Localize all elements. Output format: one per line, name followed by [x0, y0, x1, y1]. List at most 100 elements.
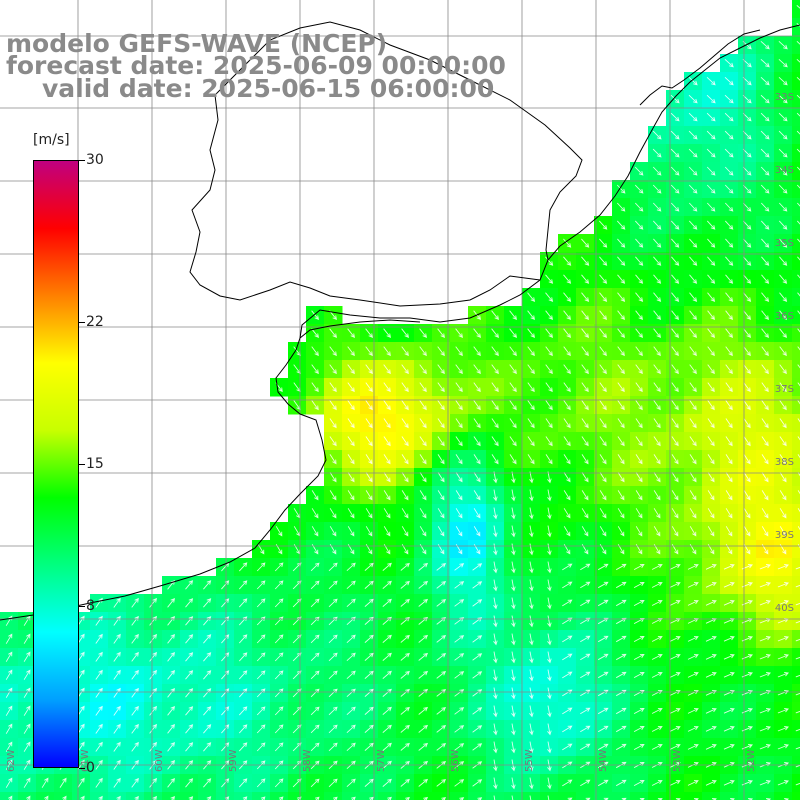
wind-arrow [62, 795, 67, 800]
wind-arrow [454, 563, 465, 571]
wind-arrow [328, 652, 338, 662]
wind-arrow [759, 744, 771, 750]
wind-arrow [796, 40, 800, 45]
wind-arrow [759, 564, 771, 570]
wind-arrow [383, 400, 391, 411]
wind-arrow [597, 725, 609, 733]
wind-arrow [599, 490, 607, 501]
wind-arrow [347, 364, 355, 375]
wind-arrow [689, 310, 697, 321]
wind-arrow [419, 454, 427, 465]
wind-arrow [329, 364, 337, 375]
wind-arrow [615, 725, 627, 733]
wind-arrow [563, 382, 571, 393]
wind-arrow [689, 490, 697, 501]
wind-arrow [547, 687, 552, 700]
wind-arrow [95, 741, 103, 752]
field-cell [792, 702, 800, 721]
wind-arrow [238, 742, 248, 752]
wind-arrow [635, 400, 643, 411]
latitude-label: 39S [775, 530, 794, 541]
wind-arrow [545, 346, 553, 357]
wind-arrow [761, 472, 769, 483]
wind-arrow [796, 112, 800, 117]
wind-arrow [761, 238, 770, 248]
wind-arrow [167, 723, 175, 734]
wind-arrow [545, 292, 554, 303]
wind-arrow [687, 653, 699, 660]
wind-arrow [723, 563, 735, 570]
wind-arrow [707, 310, 715, 321]
wind-arrow [562, 563, 573, 571]
wind-arrow [509, 400, 517, 411]
wind-arrow [329, 346, 337, 357]
wind-arrow [419, 418, 427, 429]
wind-arrow [635, 526, 643, 537]
wind-arrow [400, 706, 410, 715]
wind-arrow [633, 671, 645, 678]
wind-arrow [723, 707, 735, 714]
colorbar-tick-mark [79, 768, 85, 769]
wind-arrow [547, 723, 552, 736]
wind-arrow [599, 526, 607, 537]
wind-arrow [653, 454, 661, 465]
field-cell [792, 540, 800, 559]
wind-arrow [364, 598, 374, 607]
wind-arrow [509, 310, 517, 321]
wind-arrow [671, 328, 679, 339]
wind-arrow [238, 562, 248, 572]
wind-arrow [707, 436, 715, 447]
wind-arrow [472, 563, 483, 571]
longitude-label: 62W [6, 749, 17, 772]
wind-arrow [707, 400, 715, 411]
wind-arrow [597, 581, 609, 589]
wind-arrow [493, 525, 498, 538]
wind-arrow [689, 418, 697, 429]
wind-arrow [689, 454, 697, 465]
wind-arrow [5, 651, 13, 662]
wind-arrow [441, 797, 447, 800]
wind-arrow [725, 364, 733, 375]
title-forecast-date: forecast date: 2025-06-09 00:00:00 [6, 51, 506, 80]
wind-arrow [635, 454, 643, 465]
wind-arrow [382, 652, 392, 661]
field-cell [0, 792, 19, 800]
field-cell [432, 792, 451, 800]
wind-arrow [493, 669, 498, 682]
wind-arrow [436, 707, 447, 715]
wind-arrow [743, 490, 751, 501]
field-cell [342, 792, 361, 800]
wind-arrow [778, 220, 788, 230]
wind-arrow [687, 671, 699, 678]
wind-arrow [5, 741, 13, 752]
wind-arrow [329, 508, 337, 519]
wind-arrow [689, 346, 697, 357]
wind-arrow [705, 671, 717, 678]
wind-arrow [473, 400, 481, 411]
wind-arrow [743, 382, 751, 393]
wind-arrow [670, 148, 680, 158]
uruguay-river-path [299, 319, 421, 339]
wind-arrow [599, 364, 607, 375]
wind-arrow [778, 148, 788, 158]
wind-arrow [707, 418, 715, 429]
wind-arrow [473, 328, 481, 339]
wind-arrow [185, 598, 194, 608]
colorbar-tick-mark [79, 464, 85, 465]
wind-arrow [436, 725, 447, 733]
wind-arrow [23, 705, 31, 716]
wind-arrow [401, 526, 409, 537]
wind-arrow [671, 382, 679, 393]
wind-arrow [311, 508, 319, 519]
wind-arrow [635, 418, 643, 429]
wind-arrow [454, 599, 465, 607]
wind-arrow [493, 543, 498, 556]
coastline-path [0, 24, 800, 621]
wind-arrow [5, 705, 13, 716]
wind-arrow [725, 310, 733, 321]
wind-arrow [724, 58, 734, 68]
wind-arrow [382, 670, 392, 679]
wind-arrow [131, 777, 139, 788]
wind-arrow [328, 724, 338, 734]
wind-arrow [797, 436, 800, 441]
